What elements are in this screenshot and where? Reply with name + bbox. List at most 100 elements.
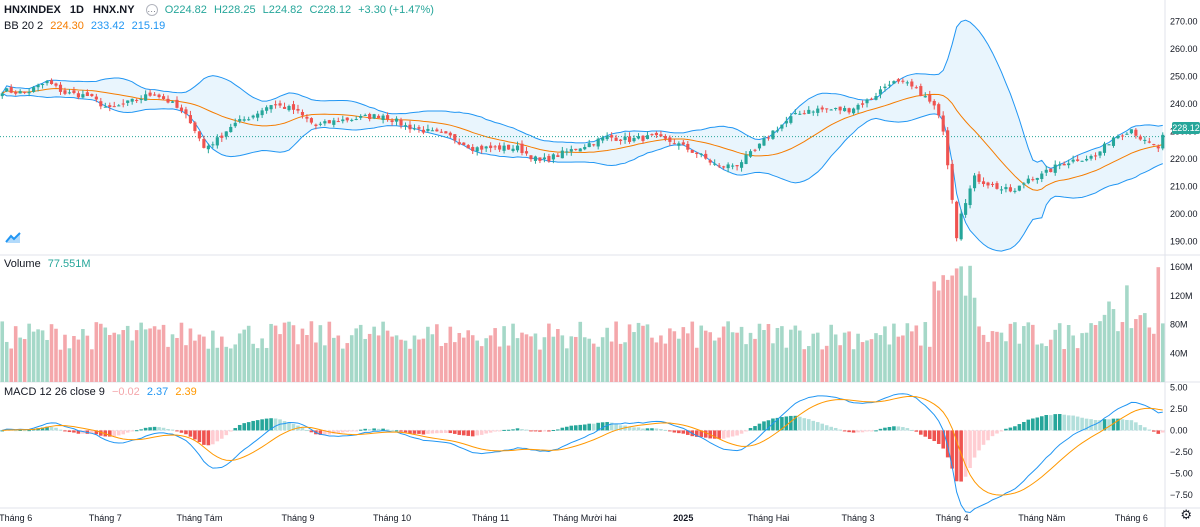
volume-bar	[403, 340, 408, 382]
macd-histogram-bar	[376, 428, 381, 431]
macd-histogram-bar	[1093, 419, 1098, 431]
tradingview-logo-icon[interactable]	[5, 232, 21, 244]
settings-gear-icon[interactable]: ⚙	[1180, 507, 1192, 522]
candle-body	[1134, 129, 1138, 136]
candle-body	[551, 154, 555, 160]
candle-body	[959, 213, 963, 240]
volume-bar	[246, 325, 251, 382]
candle-body	[1062, 163, 1066, 166]
macd-histogram-bar	[1053, 414, 1058, 431]
macd-histogram-bar	[224, 430, 229, 436]
macd-histogram-bar	[439, 430, 444, 434]
volume-bar	[542, 337, 547, 382]
candle-body	[188, 115, 193, 124]
macd-histogram-bar	[94, 430, 99, 435]
volume-bar	[233, 344, 238, 382]
candle-body	[126, 100, 130, 103]
candle-body	[408, 124, 412, 130]
macd-legend[interactable]: MACD 12 26 close 9 −0.02 2.37 2.39	[4, 386, 201, 398]
volume-bar	[650, 337, 654, 382]
candle-body	[193, 122, 197, 132]
macd-histogram-bar	[479, 430, 484, 435]
bb-legend[interactable]: BB 20 2 224.30 233.42 215.19	[4, 20, 169, 32]
macd-histogram-bar	[663, 429, 668, 431]
volume-bar	[874, 333, 878, 382]
macd-histogram-bar	[269, 418, 273, 431]
candle-body	[896, 79, 900, 82]
macd-histogram-bar	[892, 426, 896, 431]
macd-histogram-bar	[1026, 419, 1031, 431]
macd-histogram-bar	[1084, 418, 1089, 431]
candle-body	[1147, 141, 1151, 143]
bb-band-fill	[2, 20, 1163, 252]
macd-histogram-bar	[972, 430, 977, 458]
macd-histogram-bar	[968, 430, 972, 469]
candle-body	[722, 166, 726, 168]
volume-bar	[116, 334, 121, 382]
candle-body	[9, 87, 13, 93]
volume-bar	[990, 331, 995, 382]
volume-bar	[600, 337, 605, 382]
macd-histogram-bar	[999, 430, 1004, 432]
volume-bar	[547, 323, 551, 382]
candle-body	[49, 80, 54, 85]
volume-bar	[573, 336, 578, 382]
candle-body	[296, 108, 300, 111]
candle-body	[681, 142, 685, 145]
interval[interactable]: 1D	[69, 4, 84, 16]
candle-body	[789, 116, 793, 123]
bb-upper-value: 233.42	[90, 20, 125, 32]
volume-bar	[811, 333, 816, 382]
volume-bar	[417, 339, 421, 382]
volume-bar	[1089, 323, 1093, 382]
volume-legend[interactable]: Volume 77.551M	[4, 258, 95, 270]
time-tick-label: Tháng 11	[472, 513, 509, 523]
macd-histogram-bar	[815, 422, 820, 431]
macd-histogram-bar	[520, 429, 524, 431]
volume-bar	[605, 327, 609, 382]
macd-histogram-bar	[641, 428, 645, 431]
candle-body	[748, 151, 753, 157]
candle-body	[273, 104, 278, 106]
time-tick-label: Tháng 10	[373, 513, 411, 523]
symbol-legend: HNXINDEX 1D HNX.NY … O224.82 H228.25 L22…	[4, 4, 438, 17]
macd-histogram-bar	[121, 430, 126, 435]
candle-body	[287, 105, 291, 111]
candle-body	[63, 90, 67, 94]
candle-body	[462, 142, 466, 146]
volume-bar	[1053, 329, 1058, 382]
candle-body	[1080, 160, 1084, 162]
candle-body	[834, 107, 838, 109]
price-tick-label: 240.00	[1170, 99, 1198, 109]
candle-body	[448, 132, 452, 136]
price-tick-label: 270.00	[1170, 17, 1198, 27]
macd-histogram-bar	[242, 423, 246, 431]
volume-bar	[712, 340, 717, 382]
more-icon[interactable]: …	[145, 4, 158, 17]
macd-histogram-bar	[905, 428, 910, 431]
macd-histogram-bar	[435, 430, 439, 434]
candle-body	[592, 144, 596, 146]
candle-body	[932, 100, 936, 106]
candle-body	[282, 106, 287, 109]
volume-bar	[986, 341, 990, 382]
candle-body	[820, 107, 824, 110]
candle-body	[811, 111, 815, 113]
open-value: O224.82	[164, 4, 207, 16]
volume-bar	[677, 338, 681, 382]
candle-body	[852, 108, 856, 114]
volume-tick-label: 160M	[1170, 262, 1193, 272]
bb-basis-line	[1, 88, 1163, 191]
candle-body	[968, 188, 972, 206]
time-tick-label: Tháng 4	[936, 513, 969, 523]
macd-histogram-bar	[1102, 419, 1107, 431]
macd-histogram-bar	[775, 417, 780, 431]
macd-histogram-bar	[202, 430, 206, 445]
exchange: HNX.NY	[93, 4, 135, 16]
candle-body	[574, 148, 578, 150]
symbol-name[interactable]: HNXINDEX	[4, 4, 61, 16]
volume-bar	[806, 346, 811, 382]
candle-body	[560, 150, 564, 159]
candle-body	[825, 108, 829, 110]
